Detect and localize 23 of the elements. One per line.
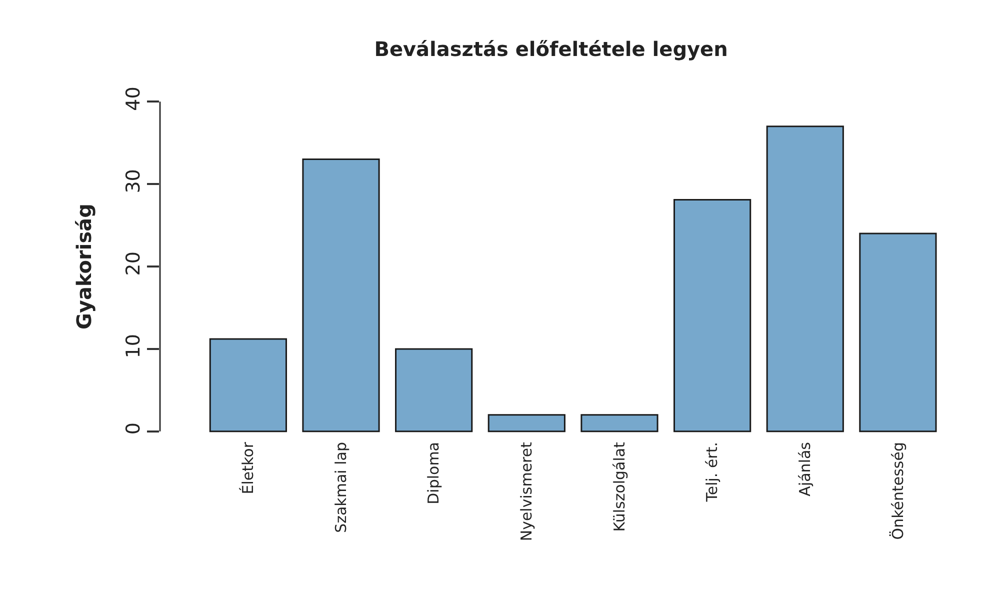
chart-title: Beválasztás előfeltétele legyen [374,37,728,62]
y-tick-label: 10 [122,334,144,358]
x-tick-label: Telj. ért. [703,442,722,503]
bar [580,414,658,432]
x-tick-label: Külszolgálat [610,442,628,532]
y-axis-title: Gyakoriság [72,204,96,330]
bar [302,158,380,432]
bar [488,414,566,432]
bar [209,338,287,432]
x-tick-label: Ajánlás [796,442,814,496]
bar [766,126,844,432]
bar [395,348,473,432]
x-tick-label: Nyelvismeret [518,442,536,542]
y-tick-label: 20 [122,252,144,276]
y-tick-label: 40 [122,86,144,111]
x-tick-label: Életkor [239,441,258,494]
bar [859,232,937,432]
x-tick-label: Szakmai lap [332,442,350,533]
bar [673,198,752,432]
y-tick-label: 0 [122,422,144,435]
y-tick-label: 30 [122,169,144,194]
x-tick-label: Diploma [424,442,443,504]
x-tick-label: Önkéntesség [888,442,907,540]
